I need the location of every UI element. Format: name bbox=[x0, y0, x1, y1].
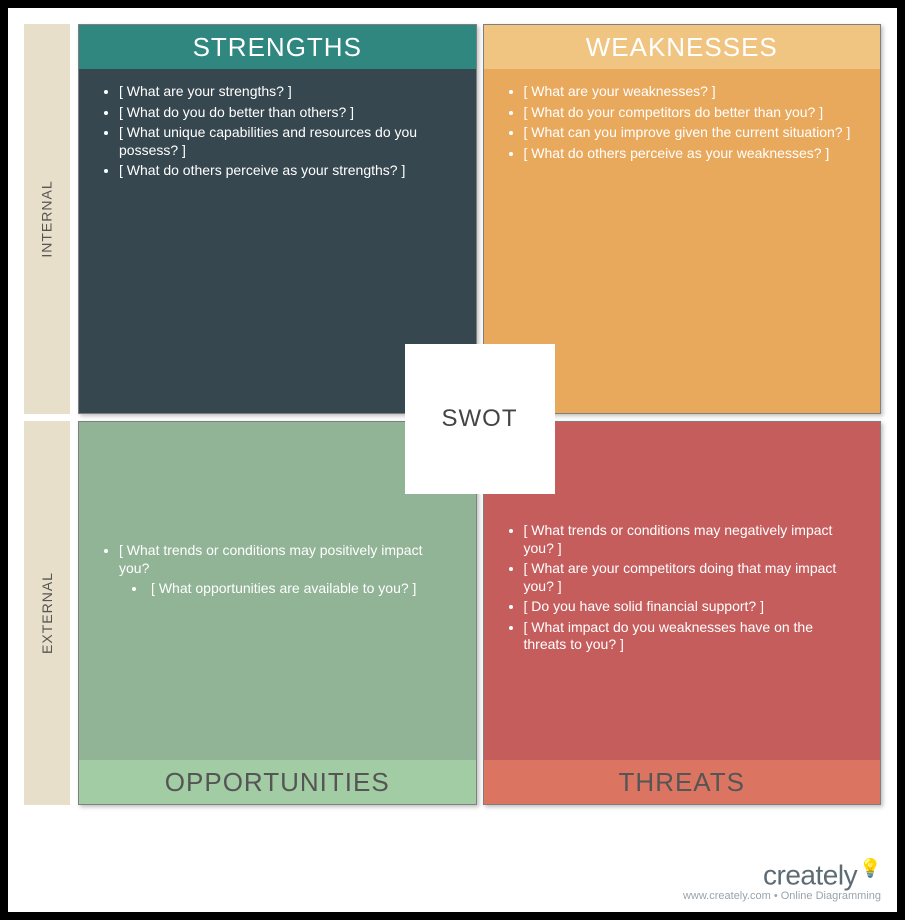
list-item: [ What trends or conditions may negative… bbox=[524, 522, 853, 557]
opportunities-header: OPPORTUNITIES bbox=[79, 760, 476, 804]
list-item: [ What trends or conditions may positive… bbox=[119, 542, 448, 577]
strengths-header: STRENGTHS bbox=[79, 25, 476, 69]
list-item: [ Do you have solid financial support? ] bbox=[524, 598, 853, 616]
weaknesses-list: [ What are your weaknesses? ] [ What do … bbox=[484, 69, 881, 179]
brand-logo: creately💡 bbox=[683, 860, 881, 888]
footer: creately💡 www.creately.com • Online Diag… bbox=[683, 860, 881, 902]
sidebar-external-label: EXTERNAL bbox=[39, 572, 55, 654]
list-item: [ What do you do better than others? ] bbox=[119, 104, 448, 122]
list-item: [ What are your weaknesses? ] bbox=[524, 83, 853, 101]
canvas-frame: INTERNAL EXTERNAL STRENGTHS [ What are y… bbox=[8, 8, 897, 912]
list-item: [ What do your competitors do better tha… bbox=[524, 104, 853, 122]
brand-name: creately bbox=[763, 860, 857, 891]
list-item: [ What opportunities are available to yo… bbox=[101, 580, 448, 598]
swot-grid: INTERNAL EXTERNAL STRENGTHS [ What are y… bbox=[24, 24, 881, 832]
list-item: [ What unique capabilities and resources… bbox=[119, 124, 448, 159]
threats-header: THREATS bbox=[484, 760, 881, 804]
list-item: [ What are your competitors doing that m… bbox=[524, 560, 853, 595]
list-item: [ What do others perceive as your streng… bbox=[119, 162, 448, 180]
weaknesses-header: WEAKNESSES bbox=[484, 25, 881, 69]
center-label: SWOT bbox=[442, 405, 518, 433]
list-item: [ What impact do you weaknesses have on … bbox=[524, 619, 853, 654]
strengths-list: [ What are your strengths? ] [ What do y… bbox=[79, 69, 476, 197]
center-box: SWOT bbox=[405, 344, 555, 494]
list-item: [ What can you improve given the current… bbox=[524, 124, 853, 142]
bulb-icon: 💡 bbox=[859, 858, 881, 878]
sidebar-internal-label: INTERNAL bbox=[39, 180, 55, 257]
sidebar-internal: INTERNAL bbox=[24, 24, 70, 414]
list-item: [ What do others perceive as your weakne… bbox=[524, 145, 853, 163]
list-item: [ What are your strengths? ] bbox=[119, 83, 448, 101]
sidebar-external: EXTERNAL bbox=[24, 421, 70, 805]
brand-tagline: www.creately.com • Online Diagramming bbox=[683, 890, 881, 902]
